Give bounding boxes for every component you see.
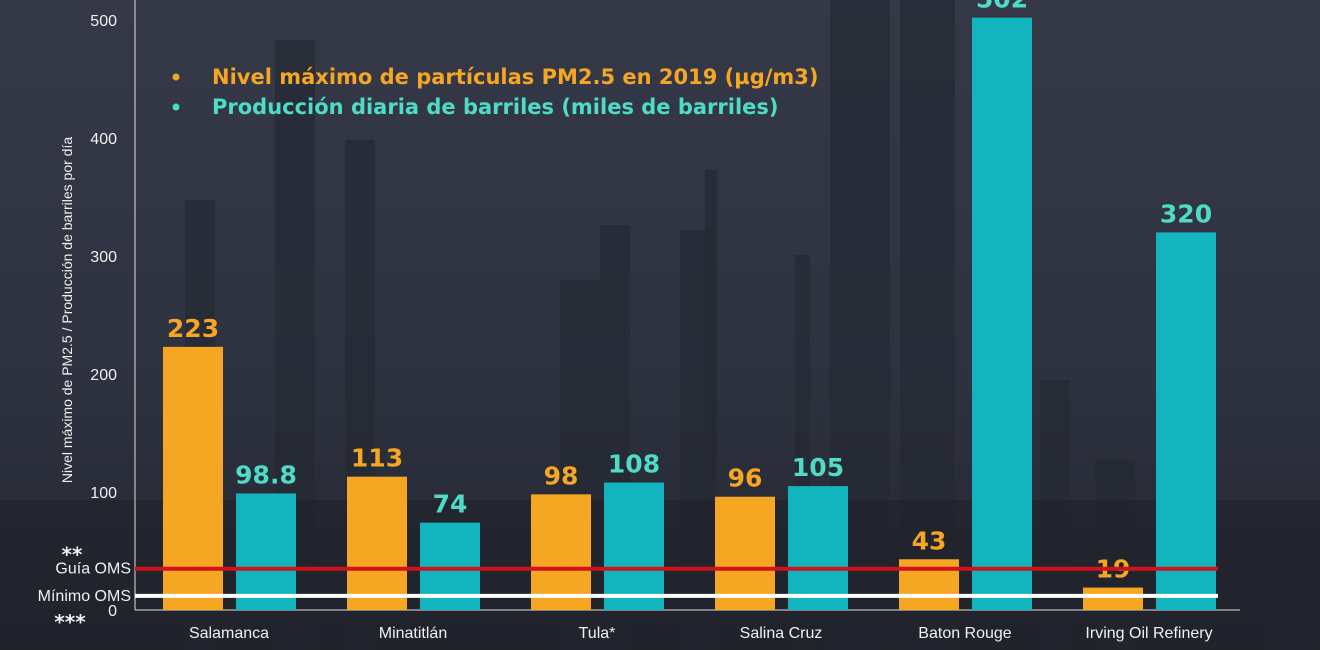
y-tick-label: 200: [90, 367, 117, 384]
bar-pm25: [531, 494, 591, 610]
bar-barrels: [1156, 232, 1216, 610]
y-tick-label: 100: [90, 485, 117, 502]
bar-barrels: [236, 493, 296, 610]
data-label: 98: [544, 461, 579, 490]
reference-line-marker: ***: [54, 610, 86, 634]
y-tick-label: 300: [90, 249, 117, 266]
y-tick-label: 400: [90, 131, 117, 148]
y-tick-label: 0: [108, 603, 117, 620]
data-label: 502: [976, 0, 1028, 14]
y-axis-label: Nivel máximo de PM2.5 / Producción de ba…: [59, 137, 75, 483]
reference-line-label: Mínimo OMS: [38, 588, 131, 605]
data-label: 74: [433, 490, 468, 519]
x-tick-label: Tula*: [579, 625, 616, 642]
bar-pm25: [347, 476, 407, 610]
bar-pm25: [1083, 587, 1143, 610]
data-label: 98.8: [235, 460, 297, 489]
bar-barrels: [788, 486, 848, 610]
legend-marker: [172, 73, 180, 81]
x-tick-label: Salina Cruz: [740, 625, 823, 642]
data-label: 96: [728, 464, 763, 493]
bar-barrels: [972, 17, 1032, 610]
bar-barrels: [604, 482, 664, 610]
data-label: 43: [912, 526, 947, 555]
bar-pm25: [715, 496, 775, 610]
x-tick-label: Irving Oil Refinery: [1085, 625, 1212, 642]
data-label: 223: [167, 314, 219, 343]
data-label: 105: [792, 453, 844, 482]
x-tick-label: Salamanca: [189, 625, 269, 642]
data-label: 108: [608, 450, 660, 479]
legend-entry: Producción diaria de barriles (miles de …: [212, 95, 779, 119]
reference-line-marker: **: [62, 543, 83, 567]
y-tick-label: 500: [90, 13, 117, 30]
legend-marker: [172, 103, 180, 111]
x-tick-label: Baton Rouge: [918, 625, 1012, 642]
legend-entry: Nivel máximo de partículas PM2.5 en 2019…: [212, 65, 819, 89]
data-label: 113: [351, 444, 403, 473]
bar-pm25: [163, 346, 223, 610]
reference-line-label: Guía OMS: [55, 561, 131, 578]
data-label: 320: [1160, 199, 1212, 228]
x-tick-label: Minatitlán: [379, 625, 447, 642]
